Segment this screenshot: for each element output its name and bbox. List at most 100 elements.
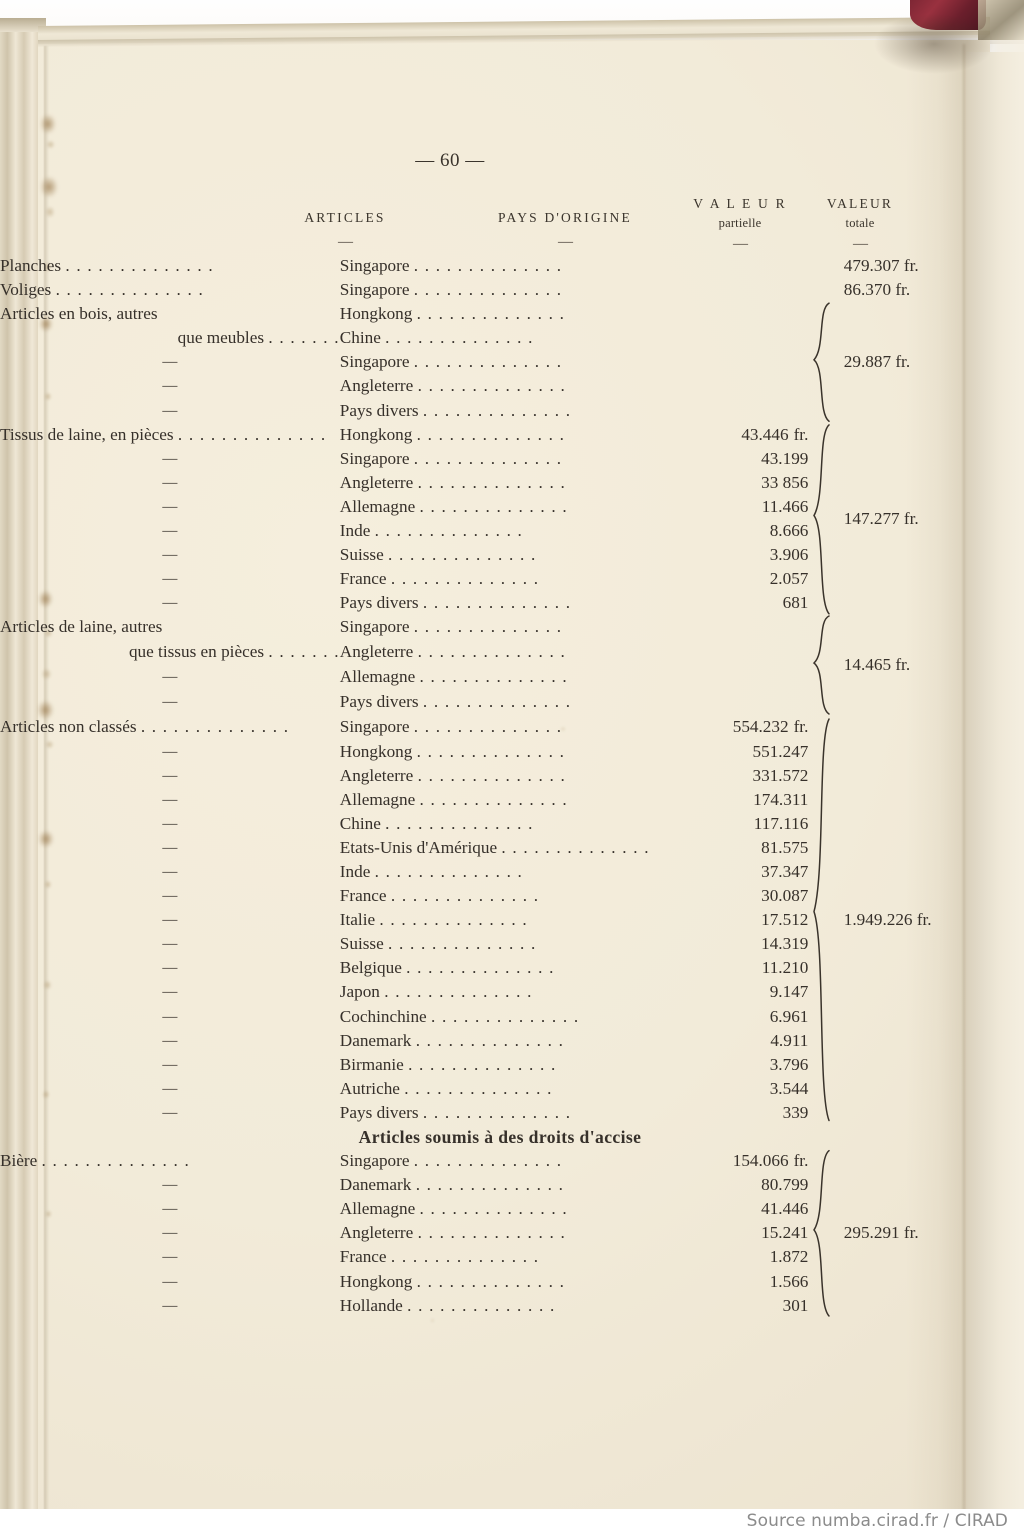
country-cell: Angleterre . . . . . . . . . . . . . .	[340, 471, 663, 495]
country-cell: Pays divers . . . . . . . . . . . . . .	[340, 1101, 663, 1125]
table-row: — France . . . . . . . . . . . . . . 2.057	[0, 567, 1000, 591]
article-name: Bière	[0, 1151, 38, 1171]
country-name: Suisse	[339, 934, 384, 954]
partial-value-cell: 33 856	[663, 471, 808, 495]
foxing-stain	[44, 392, 52, 401]
ditto-mark: —	[162, 571, 178, 588]
ditto-mark-cell: —	[0, 350, 340, 374]
country-cell: Japon . . . . . . . . . . . . . .	[340, 980, 663, 1004]
foxing-stain	[45, 740, 54, 749]
country-cell: France . . . . . . . . . . . . . .	[340, 1245, 663, 1269]
partial-value-cell	[663, 278, 809, 302]
ditto-mark-cell: —	[0, 1077, 340, 1101]
ditto-mark: —	[162, 791, 178, 808]
partial-value: 43.446	[741, 424, 789, 444]
ditto-mark: —	[162, 547, 178, 564]
leader-dots: . . . . . . . . . . . . . .	[422, 1102, 572, 1122]
group-brace	[808, 423, 843, 616]
country-cell: Singapore . . . . . . . . . . . . . .	[340, 715, 663, 739]
leader-dots: . . . . . . . . . . . . . .	[417, 765, 566, 785]
foxing-stain	[45, 1210, 52, 1218]
country-name: Pays divers	[339, 400, 419, 420]
partial-value: 8.666	[769, 521, 809, 541]
left-gutter-crease	[44, 46, 49, 1516]
partial-value-cell: 681	[663, 591, 809, 615]
country-cell: Angleterre . . . . . . . . . . . . . .	[340, 374, 663, 398]
partial-value: 37.347	[761, 861, 809, 881]
leader-dots: . . . . . . . . . . . . . .	[413, 352, 563, 372]
ditto-mark-cell: —	[0, 740, 340, 764]
leader-dots: . . . . . . . . . . . . . .	[417, 642, 566, 662]
leader-dots: . . . . . . . . . . . . . .	[416, 741, 566, 761]
leader-dots: . . . . . . . . . . . . . .	[422, 692, 572, 712]
partial-value: 11.210	[761, 958, 809, 978]
country-cell: France . . . . . . . . . . . . . .	[340, 884, 663, 908]
leader-dots: . . . . . . . . . . . . . .	[388, 545, 537, 565]
country-name: Inde	[339, 861, 371, 881]
table-row: — Danemark . . . . . . . . . . . . . . 80.…	[0, 1173, 1000, 1197]
country-name: Allemagne	[339, 1199, 416, 1219]
partial-value-cell	[663, 615, 809, 640]
country-cell: Allemagne . . . . . . . . . . . . . .	[340, 1197, 663, 1221]
leader-dots: . . . . . . . . . . . . . .	[140, 717, 290, 737]
column-header-valeur-totale: VALEUR totale	[780, 196, 940, 231]
leader-dots: . . . . . . . . . . . . . .	[390, 886, 540, 906]
country-name: Singapore	[339, 256, 410, 275]
article-name-cell: Planches . . . . . . . . . . . . . .	[0, 254, 340, 278]
ditto-mark: —	[162, 1056, 178, 1073]
article-name: Articles en bois, autres	[0, 304, 158, 324]
leader-dots: . . . . . . . . . . . . . .	[416, 1271, 566, 1291]
article-name-line2: que meubles . . . . . . .	[164, 328, 340, 348]
ditto-mark: —	[162, 1104, 178, 1121]
page-number: — 60 —	[415, 150, 485, 171]
ditto-mark: —	[162, 1177, 178, 1194]
leader-dots: . . . . . . . . . . . . . .	[413, 280, 563, 300]
total-value-cell: 86.370 fr.	[844, 278, 1000, 302]
total-value-cell: 14.465 fr.	[844, 615, 1000, 715]
partial-value-cell: 81.575	[663, 836, 808, 860]
article-name-cell-continued: que tissus en pièces . . . . . . .	[0, 640, 340, 665]
partial-value-cell: 41.446	[663, 1197, 808, 1221]
country-cell: Chine . . . . . . . . . . . . . .	[340, 812, 663, 836]
table-row: Articles de laine, autres Singapore . . .…	[0, 615, 1000, 640]
partial-value: 43.199	[761, 448, 809, 468]
table-row: — Suisse . . . . . . . . . . . . . . 14.31…	[0, 932, 1000, 956]
country-cell: Italie . . . . . . . . . . . . . .	[340, 908, 663, 932]
table-row: — Singapore . . . . . . . . . . . . . .	[0, 350, 1000, 374]
partial-value: 117.116	[753, 813, 809, 833]
partial-value-cell: 11.466	[663, 495, 809, 519]
country-name: Angleterre	[339, 472, 414, 492]
column-header-valeur-partielle-big: V A L E U R	[693, 196, 787, 211]
country-cell: Singapore . . . . . . . . . . . . . .	[340, 278, 663, 302]
partial-value-cell: 2.057	[663, 567, 809, 591]
ditto-mark: —	[162, 354, 178, 371]
ditto-mark-cell: —	[0, 1101, 340, 1125]
table-row: — France . . . . . . . . . . . . . . 30.08…	[0, 884, 1000, 908]
ditto-mark: —	[162, 984, 178, 1001]
country-cell: Angleterre . . . . . . . . . . . . . .	[340, 1221, 663, 1245]
country-cell: Hollande . . . . . . . . . . . . . .	[340, 1294, 663, 1318]
partial-value-cell	[663, 374, 809, 398]
ditto-mark-cell: —	[0, 471, 340, 495]
partial-value-cell: 551.247	[663, 740, 809, 764]
country-name: Hongkong	[339, 741, 413, 761]
article-name: Voliges	[0, 280, 52, 300]
country-name: Italie	[339, 910, 376, 930]
country-cell: Allemagne . . . . . . . . . . . . . .	[340, 495, 663, 519]
table-row: — Inde . . . . . . . . . . . . . . 37.347	[0, 860, 1000, 884]
foxing-stain	[40, 114, 56, 134]
curly-brace-icon	[808, 423, 834, 616]
inner-gutter-shading	[906, 40, 1024, 1522]
table-row: — Allemagne . . . . . . . . . . . . . .	[0, 665, 1000, 690]
country-cell: Birmanie . . . . . . . . . . . . . .	[340, 1053, 663, 1077]
partial-value-cell: 174.311	[663, 788, 808, 812]
leader-dots: . . . . . . . . . . . . . .	[422, 400, 572, 420]
ditto-mark: —	[162, 1273, 178, 1290]
partial-value: 14.319	[761, 934, 809, 954]
partial-value: 80.799	[761, 1175, 809, 1195]
partial-value-cell: 80.799	[663, 1173, 809, 1197]
group-brace	[808, 1149, 843, 1318]
total-value-cell: 1.949.226 fr.	[844, 715, 1000, 1125]
partial-value: 301	[782, 1295, 809, 1315]
ditto-mark: —	[162, 1225, 178, 1242]
